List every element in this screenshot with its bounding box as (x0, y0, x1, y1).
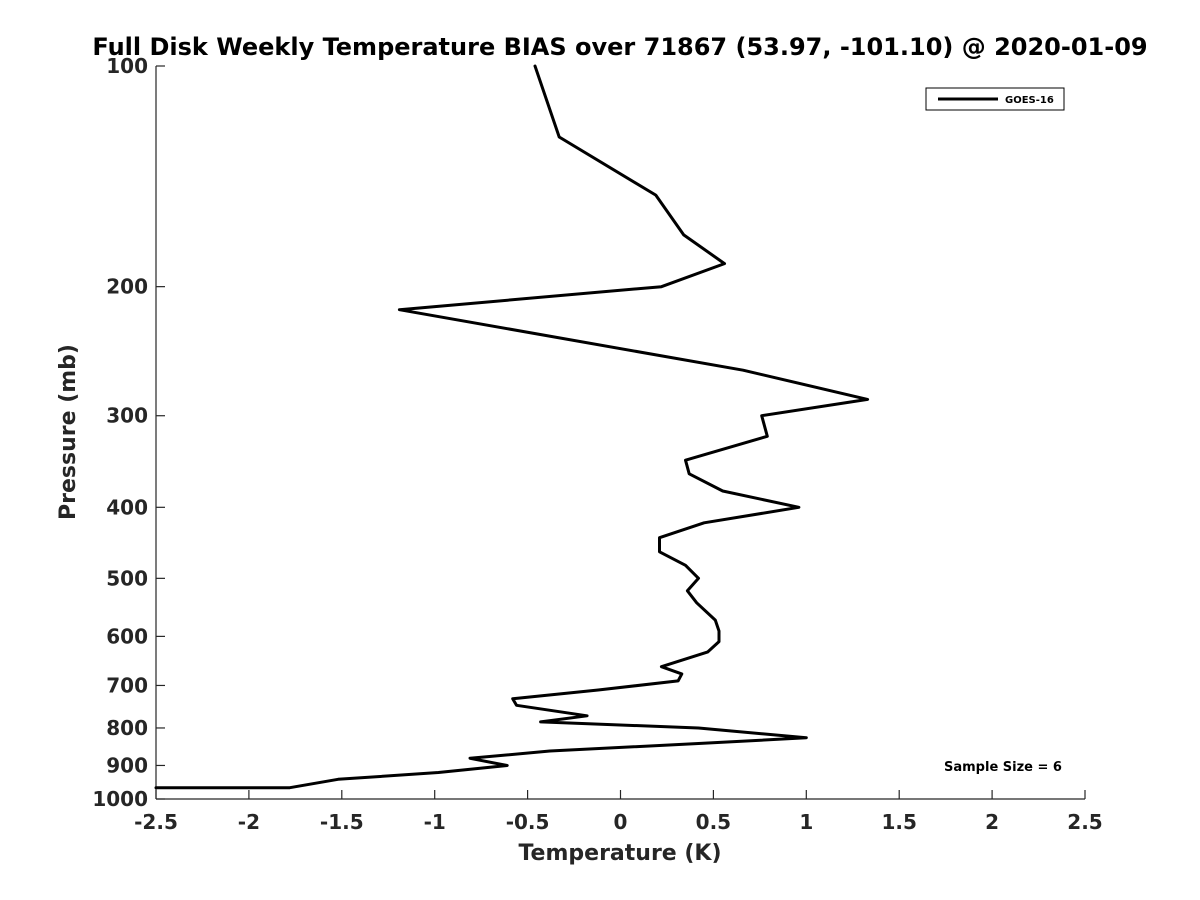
x-tick-label: -2.5 (134, 810, 178, 834)
x-tick-label: 1 (799, 810, 813, 834)
y-tick-label: 800 (106, 716, 148, 740)
x-tick-label: -2 (238, 810, 260, 834)
series-line-goes-16 (154, 64, 870, 790)
sample-size-annotation: Sample Size = 6 (944, 760, 1062, 775)
series-layer (154, 64, 870, 790)
x-tick-label: 2.5 (1067, 810, 1102, 834)
x-tick-label: 0 (614, 810, 628, 834)
y-tick-label: 400 (106, 495, 148, 519)
x-tick-label: -1.5 (320, 810, 364, 834)
y-tick-label: 300 (106, 404, 148, 428)
y-tick-label: 500 (106, 566, 148, 590)
y-tick-label: 700 (106, 673, 148, 697)
y-tick-label: 1000 (92, 787, 148, 811)
chart-title: Full Disk Weekly Temperature BIAS over 7… (92, 33, 1147, 61)
y-tick-label: 200 (106, 275, 148, 299)
x-axis-label: Temperature (K) (518, 841, 721, 866)
x-axis-ticks: -2.5 -2 -1.5 -1 -0.5 0 0.5 1 1.5 2 2.5 (134, 790, 1103, 834)
y-axis-label: Pressure (mb) (56, 344, 81, 520)
x-tick-label: 1.5 (881, 810, 916, 834)
y-axis-ticks: 100 200 300 400 500 600 700 800 900 1000 (92, 54, 165, 811)
y-tick-label: 900 (106, 753, 148, 777)
y-tick-label: 100 (106, 54, 148, 78)
y-tick-label: 600 (106, 624, 148, 648)
x-tick-label: 0.5 (696, 810, 731, 834)
legend: GOES-16 (925, 87, 1065, 111)
x-tick-label: -0.5 (506, 810, 550, 834)
x-tick-label: -1 (424, 810, 446, 834)
legend-label-goes-16: GOES-16 (1005, 95, 1054, 106)
x-tick-label: 2 (985, 810, 999, 834)
